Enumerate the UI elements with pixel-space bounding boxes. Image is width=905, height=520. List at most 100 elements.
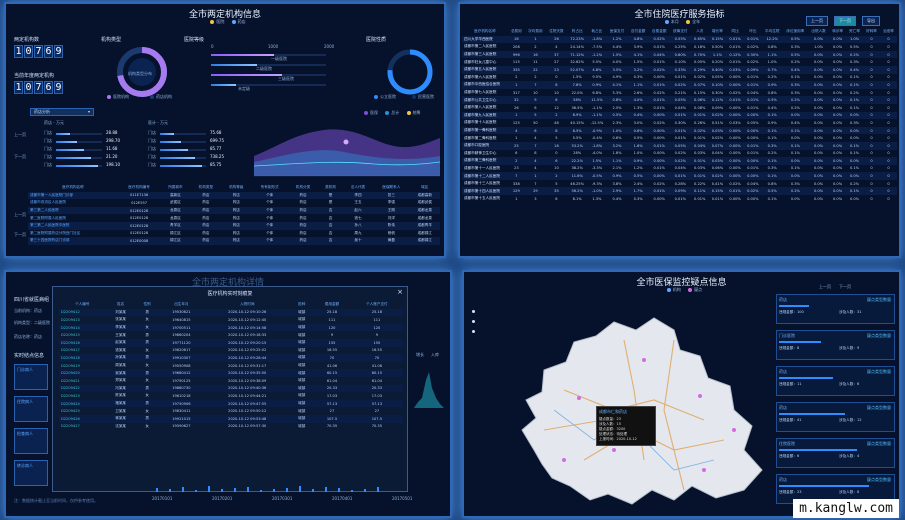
alert-card[interactable]: 药店 疑点类型数量 违规金额：41 涉及人数：12 bbox=[776, 402, 895, 432]
map-point[interactable] bbox=[577, 396, 581, 400]
column-header[interactable]: 增长率 bbox=[712, 29, 723, 34]
table-row[interactable]: D2209417 钱某某 女 19820617 2020-10-12 09:25:02 城… bbox=[59, 347, 403, 355]
column-header[interactable]: 性别 bbox=[143, 302, 151, 307]
column-header[interactable]: 治愈率 bbox=[883, 29, 894, 34]
column-header[interactable]: 入院时间 bbox=[240, 302, 255, 307]
column-header[interactable]: 自付金额 bbox=[630, 29, 646, 34]
table-row[interactable]: 成都市第七人民医院 317 10 10 22.0% 6.8% 5.3% 2.6% 0.02% 0.… bbox=[462, 89, 897, 97]
column-header[interactable]: 机构类型 bbox=[198, 185, 214, 190]
prev-label[interactable]: 上一页 bbox=[14, 132, 26, 137]
table-row[interactable]: 成都市第一骨科医院 4 6 8 8.5% -0.9% 1.0% 0.8% 0.00% 0.01% 0… bbox=[462, 126, 897, 135]
column-header[interactable]: 统筹支付 bbox=[673, 29, 688, 34]
column-header[interactable]: 险种 bbox=[298, 302, 306, 307]
column-header[interactable]: 城区 bbox=[421, 185, 429, 190]
table-row[interactable]: 成都市第一人民医院门诊部 011E7136 高新区 药店 药店 个体 药店是李四 张三 成都高新 bbox=[28, 191, 440, 200]
column-header[interactable]: 药占比 bbox=[571, 29, 583, 34]
column-header[interactable]: 次均费用 bbox=[528, 29, 543, 34]
column-header[interactable]: 个人账户支付 bbox=[366, 302, 388, 307]
column-header[interactable]: 医疗机构名称 bbox=[474, 29, 496, 34]
next-label[interactable]: 下一页 bbox=[14, 232, 26, 237]
table-row[interactable]: 成都市口腔医院 25 7 16 53.2% -1.8% 3.2% 1.6% 0.01% 0.05%… bbox=[462, 141, 897, 150]
table-row[interactable]: 成都市第三骨科医院 2 4 6 22.2% 1.5% 1.1% 0.9% 0.00% 0.02% 0… bbox=[462, 157, 897, 165]
column-header[interactable]: 机构等级 bbox=[229, 185, 244, 190]
column-header[interactable]: 环比 bbox=[749, 29, 757, 34]
table-row[interactable]: 成都市第十四人民医院 129 29 35 56.2% -1.0% 2.9% 1.7% 0.01%… bbox=[462, 187, 897, 196]
column-header[interactable]: 个人编号 bbox=[75, 302, 90, 307]
column-header[interactable]: 法人代表 bbox=[350, 185, 366, 190]
table-row[interactable]: 成都市第二人民医院 208 2 4 24.14% -7.5% 4.4% 3.9% 0.01% 0.… bbox=[462, 43, 897, 51]
table-row[interactable]: D2209425 卫某某 女 19830411 2020-10-12 09:50:12 城… bbox=[59, 407, 403, 415]
column-header[interactable]: 人次 bbox=[696, 29, 704, 34]
table-row[interactable]: 成都市第三人民医院 996 16 37 71.12% -1.2% 1.5% 4.1% 0.04%… bbox=[462, 50, 897, 59]
table-row[interactable]: 第三第二人民医院中医院 012E0128 青羊区 药店 药店 个体 药店否孙八 陈伟 成都青羊 bbox=[28, 221, 440, 230]
table-row[interactable]: D2209427 沈某某 女 19590627 2020-10-12 09:57:30 城… bbox=[59, 423, 403, 431]
column-header[interactable]: 好转率 bbox=[866, 29, 877, 34]
table-row[interactable]: 成都市双流区人民医院 012E557 武侯区 药店 药店 个体 药店 是 王五 李强 成都武侯 bbox=[28, 199, 440, 207]
map-point[interactable] bbox=[702, 468, 706, 472]
next-label[interactable]: 下一页 bbox=[839, 284, 851, 289]
column-header[interactable]: 总费用 bbox=[510, 29, 522, 34]
table-row[interactable]: 成都市第十三人民医院 338 7 5 46.25% -9.3% 3.8% 2.4% 0.02% 0… bbox=[462, 180, 897, 188]
table-row[interactable]: 成都市第五人民医院 335 22 23 52.07% 4.8% 3.5% 3.2% 0.02% 0… bbox=[462, 65, 897, 74]
table-row[interactable]: D2209414 李某某女 19700511 2020-10-12 09:14:58 城… bbox=[59, 323, 403, 332]
column-header[interactable]: 姓名 bbox=[117, 302, 125, 307]
column-header[interactable]: 医保支付 bbox=[609, 29, 625, 34]
table-row[interactable]: 成都市第二骨科医院 1 4 5 5.5% -0.4% 0.6% 0.5% 0.00% 0.01% 0… bbox=[462, 134, 897, 142]
table-row[interactable]: D2209415 王某某 男 19860204 2020-10-12 09:18:33 城… bbox=[59, 331, 403, 339]
column-header[interactable]: 转诊率 bbox=[832, 29, 843, 34]
table-row[interactable]: 成都市第十五人民医院 1 3 6 8.1% 1.3% 0.4% 0.3% 0.00% 0.01% 0… bbox=[462, 195, 897, 203]
table-row[interactable]: 第二医院附属人民医院 012E0128 龙泉区 药店 药店 个体 药店 否 钱七 刘洋 成都龙泉 bbox=[28, 214, 440, 222]
column-header[interactable]: 床位使用率 bbox=[786, 29, 805, 34]
map-point[interactable] bbox=[732, 428, 736, 432]
column-header[interactable]: 所属城市 bbox=[168, 185, 183, 190]
alert-card[interactable]: 药店 疑点类型数量 违规金额：11 涉及人数：6 bbox=[776, 366, 895, 396]
table-row[interactable]: 成都市妇女儿童中心 115 11 27 32.62% 5.5% 4.0% 1.5% 0.01% 0… bbox=[462, 58, 897, 66]
map-point[interactable] bbox=[698, 394, 702, 398]
table-row[interactable]: 第三十四医院药店门诊部 012E0008 锦江区 药店 药店 个体 药店否吴十 黄磊 成都锦江 bbox=[28, 237, 440, 245]
table-row[interactable]: 成都市精神卫生中心 6 8 0 28% -4.0% 1.8% 1.0% 0.00% 0.02% 0.… bbox=[462, 150, 897, 158]
column-header[interactable]: 医疗机构名称 bbox=[62, 185, 84, 190]
column-header[interactable]: 住院天数 bbox=[549, 29, 564, 34]
table-row[interactable]: D2209424 褚某某男 19750906 2020-10-12 09:47:55 城… bbox=[59, 399, 403, 408]
column-header[interactable]: 医疗机构编号 bbox=[128, 185, 150, 190]
table-row[interactable]: D2209421 郑某某 女 19790125 2020-10-12 09:38:09 城… bbox=[59, 377, 403, 385]
column-header[interactable]: 机构分类 bbox=[295, 185, 311, 190]
map-point[interactable] bbox=[642, 358, 646, 362]
column-header[interactable]: 死亡率 bbox=[849, 29, 860, 34]
alert-card[interactable]: 药店 疑点类型数量 违规金额：100 涉及人数：31 bbox=[776, 294, 895, 324]
table-row[interactable]: 四川大学华西医院 16 1 26 72.23% -1.8% 1.2% 4.8% 0.02% 0.5… bbox=[462, 35, 897, 44]
table-row[interactable]: 成都市第六人民医院 2 2 0 1.5% 9.5% 4.9% 0.3% 0.00% 0.01% 0.… bbox=[462, 74, 897, 82]
export-button[interactable]: 导出 bbox=[862, 16, 880, 26]
table-row[interactable]: D2209412 刘某某男 19530621 2020-10-12 09:10:26 城… bbox=[59, 308, 403, 317]
table-row[interactable]: 成都市第八人民医院 26 6 12 36.5% -1.1% 2.5% 1.3% 0.01% 0.0… bbox=[462, 104, 897, 112]
alert-card[interactable]: 门诊医院 疑点类型数量 违规金额：8 涉及人数：9 bbox=[776, 330, 895, 360]
column-header[interactable]: 出院人数 bbox=[811, 29, 826, 34]
column-header[interactable]: 同比 bbox=[731, 29, 739, 34]
next-page-button[interactable]: 下一页 bbox=[834, 16, 856, 26]
column-header[interactable]: 自费金额 bbox=[652, 29, 667, 34]
table-row[interactable]: 成都市第十一人民医院 23 4 10 38.2% -3.3% 2.1% 1.2% 0.01% 0.… bbox=[462, 165, 897, 173]
table-row[interactable]: 成都市第十二人民医院 7 1 2 11.6% -0.5% 0.9% 0.5% 0.00% 0.01… bbox=[462, 172, 897, 180]
column-header[interactable]: 耗占比 bbox=[591, 29, 603, 34]
node-card[interactable]: 住院病人 bbox=[14, 396, 48, 422]
prev-label[interactable]: 上一页 bbox=[819, 284, 831, 289]
table-row[interactable]: 成都市第十人民医院 125 50 48 40.15% -12.5% 2.3% 3.0% 0.02… bbox=[462, 119, 897, 127]
table-row[interactable]: D2209418 孙某某男 19910307 2020-10-12 09:28:44 城… bbox=[59, 354, 403, 362]
table-row[interactable]: 第三第二人民医院 012E0128 龙泉区 药店 药店 个体 药店否赵六 王刚 成都龙泉 bbox=[28, 206, 440, 215]
node-card[interactable]: 转诊病人 bbox=[14, 460, 48, 486]
table-row[interactable]: 第二医院附属药店分院西门社区 012E0128 锦江区 药店 药店 个体 药店 否 周九 杨帆 成都… bbox=[28, 230, 440, 238]
table-row[interactable]: D2209420 吴某某男 19680412 2020-10-12 09:35:50 城… bbox=[59, 369, 403, 377]
map-point[interactable] bbox=[612, 448, 616, 452]
next-label[interactable]: 下一页 bbox=[14, 154, 26, 159]
column-header[interactable]: 类机构 bbox=[325, 185, 336, 190]
node-card[interactable]: 门诊病人 bbox=[14, 364, 48, 390]
column-header[interactable]: 费用金额 bbox=[324, 302, 340, 307]
prev-page-button[interactable]: 上一页 bbox=[806, 16, 828, 26]
column-header[interactable]: 所有制形式 bbox=[260, 185, 279, 190]
analysis-select[interactable]: 药店分析 ▾ bbox=[30, 108, 94, 116]
table-row[interactable]: 成都市中西医结合医院 1 7 8 7.8% 0.9% 4.1% 1.1% 0.01% 0.02% 0… bbox=[462, 81, 897, 89]
table-row[interactable]: D2209422 冯某某男 19880730 2020-10-12 09:40:36 城… bbox=[59, 384, 403, 393]
prev-label[interactable]: 上一页 bbox=[14, 212, 26, 217]
node-card[interactable]: 检查病人 bbox=[14, 428, 48, 454]
column-header[interactable]: 平均住院 bbox=[765, 29, 780, 34]
